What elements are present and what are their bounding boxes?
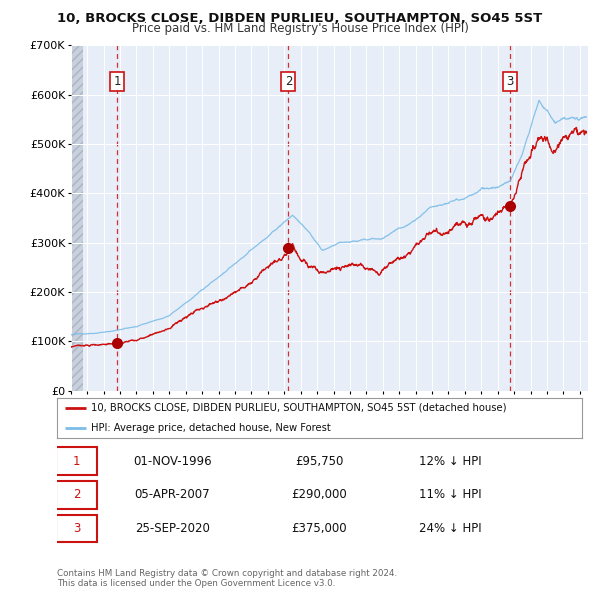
Text: 1: 1 <box>113 75 121 88</box>
Text: £375,000: £375,000 <box>292 522 347 535</box>
Text: 10, BROCKS CLOSE, DIBDEN PURLIEU, SOUTHAMPTON, SO45 5ST: 10, BROCKS CLOSE, DIBDEN PURLIEU, SOUTHA… <box>58 12 542 25</box>
Text: 11% ↓ HPI: 11% ↓ HPI <box>419 489 482 502</box>
Text: 12% ↓ HPI: 12% ↓ HPI <box>419 455 482 468</box>
Text: 05-APR-2007: 05-APR-2007 <box>134 489 211 502</box>
Text: 3: 3 <box>506 75 514 88</box>
FancyBboxPatch shape <box>56 481 97 509</box>
Text: £290,000: £290,000 <box>292 489 347 502</box>
Text: £95,750: £95,750 <box>295 455 344 468</box>
Text: 25-SEP-2020: 25-SEP-2020 <box>135 522 210 535</box>
Text: HPI: Average price, detached house, New Forest: HPI: Average price, detached house, New … <box>91 423 331 432</box>
FancyBboxPatch shape <box>56 447 97 475</box>
Bar <box>71 45 83 391</box>
FancyBboxPatch shape <box>56 514 97 542</box>
Text: 1: 1 <box>73 455 80 468</box>
Text: 3: 3 <box>73 522 80 535</box>
Text: Contains HM Land Registry data © Crown copyright and database right 2024.
This d: Contains HM Land Registry data © Crown c… <box>57 569 397 588</box>
Text: Price paid vs. HM Land Registry's House Price Index (HPI): Price paid vs. HM Land Registry's House … <box>131 22 469 35</box>
Text: 24% ↓ HPI: 24% ↓ HPI <box>419 522 482 535</box>
Text: 2: 2 <box>73 489 80 502</box>
Text: 10, BROCKS CLOSE, DIBDEN PURLIEU, SOUTHAMPTON, SO45 5ST (detached house): 10, BROCKS CLOSE, DIBDEN PURLIEU, SOUTHA… <box>91 403 506 412</box>
Text: 2: 2 <box>284 75 292 88</box>
Text: 01-NOV-1996: 01-NOV-1996 <box>133 455 212 468</box>
